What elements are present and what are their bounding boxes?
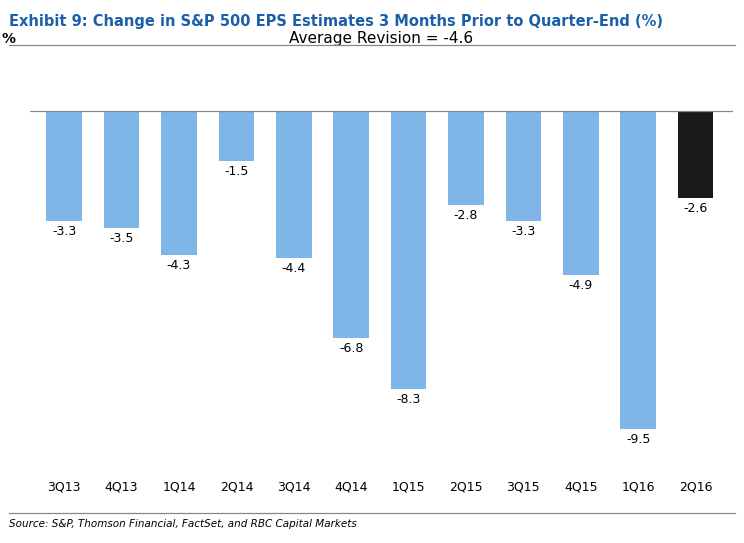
Bar bbox=[678, 111, 713, 198]
Text: Exhibit 9: Change in S&P 500 EPS Estimates 3 Months Prior to Quarter-End (%): Exhibit 9: Change in S&P 500 EPS Estimat… bbox=[9, 14, 663, 29]
Text: Average Revision = -4.6: Average Revision = -4.6 bbox=[289, 31, 473, 47]
Text: -3.5: -3.5 bbox=[109, 232, 134, 245]
Bar bbox=[46, 111, 82, 221]
Bar bbox=[448, 111, 484, 205]
Text: -8.3: -8.3 bbox=[397, 393, 421, 406]
Text: Source: S&P, Thomson Financial, FactSet, and RBC Capital Markets: Source: S&P, Thomson Financial, FactSet,… bbox=[9, 519, 356, 528]
Bar bbox=[563, 111, 598, 275]
Bar bbox=[276, 111, 312, 258]
Text: -6.8: -6.8 bbox=[339, 343, 363, 356]
Text: -3.3: -3.3 bbox=[511, 225, 536, 238]
Bar bbox=[506, 111, 541, 221]
Text: -2.8: -2.8 bbox=[454, 209, 478, 222]
Bar bbox=[219, 111, 254, 161]
Text: -4.3: -4.3 bbox=[167, 259, 191, 272]
Text: %: % bbox=[1, 33, 16, 47]
Bar bbox=[161, 111, 196, 255]
Text: -4.4: -4.4 bbox=[282, 262, 306, 275]
Bar bbox=[391, 111, 426, 389]
Text: -2.6: -2.6 bbox=[684, 202, 708, 215]
Text: -3.3: -3.3 bbox=[52, 225, 77, 238]
Text: -1.5: -1.5 bbox=[224, 165, 248, 178]
Text: -9.5: -9.5 bbox=[626, 433, 650, 446]
Bar bbox=[104, 111, 139, 228]
Bar bbox=[333, 111, 369, 338]
Text: -4.9: -4.9 bbox=[568, 279, 593, 292]
Bar bbox=[620, 111, 656, 429]
